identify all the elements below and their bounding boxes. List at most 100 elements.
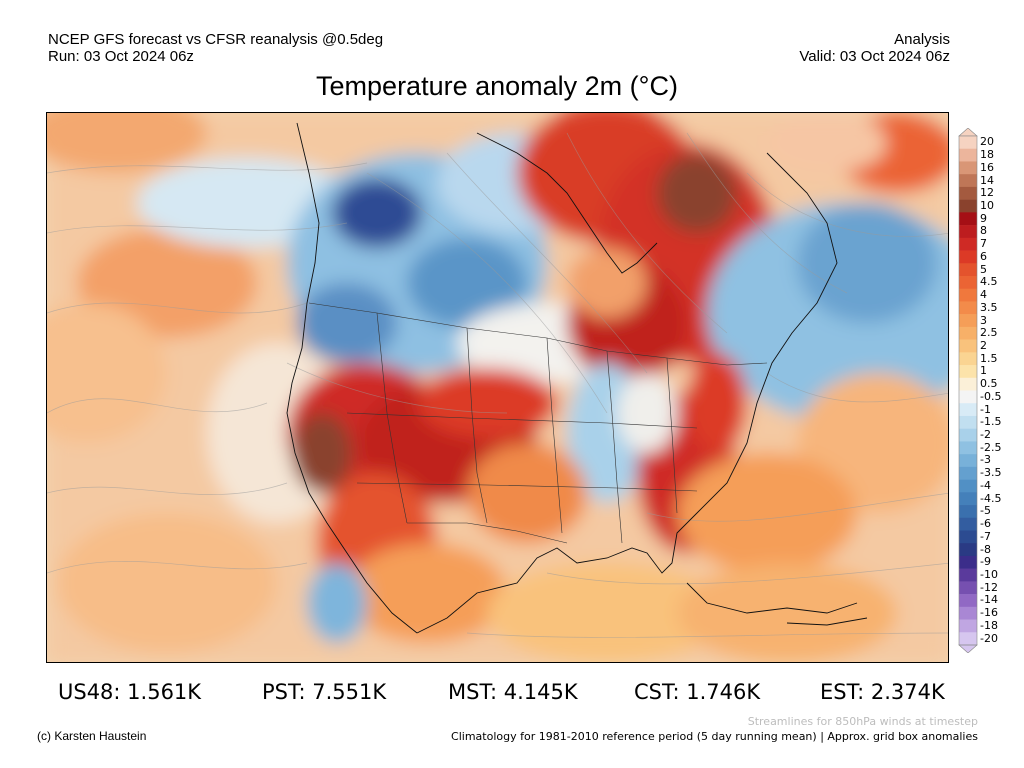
header-right: Analysis Valid: 03 Oct 2024 06z: [799, 31, 950, 65]
colorbar-swatch: [959, 263, 977, 277]
colorbar-label: 10: [980, 198, 994, 212]
analysis-label: Analysis: [894, 31, 950, 48]
colorbar-swatch: [959, 314, 977, 328]
coastlines: [286, 122, 868, 634]
colorbar-label: 4.5: [980, 275, 998, 289]
climatology-note: Climatology for 1981-2010 reference peri…: [451, 730, 978, 743]
colorbar-label: -5: [980, 504, 991, 518]
mst-stat: MST: 4.145K: [448, 680, 578, 704]
colorbar-swatch: [959, 326, 977, 340]
colorbar-label: -1: [980, 402, 991, 416]
colorbar-label: 14: [980, 173, 994, 187]
colorbar-label: 7: [980, 237, 987, 251]
streamlines-note: Streamlines for 850hPa winds at timestep: [747, 715, 978, 728]
colorbar-swatch: [959, 505, 977, 519]
colorbar-label: -2.5: [980, 440, 1002, 454]
colorbar-top-arrow: [958, 128, 978, 137]
colorbar-label: 12: [980, 186, 994, 200]
est-stat: EST: 2.374K: [820, 680, 945, 704]
colorbar-label: -0.5: [980, 389, 1002, 403]
us48-stat: US48: 1.561K: [58, 680, 202, 704]
colorbar-swatch: [959, 288, 977, 302]
colorbar-label: -16: [980, 606, 998, 620]
colorbar-label: -6: [980, 517, 991, 531]
colorbar-swatch: [959, 492, 977, 506]
colorbar-label: -7: [980, 529, 991, 543]
colorbar-swatch: [959, 466, 977, 480]
colorbar-swatch: [959, 199, 977, 213]
colorbar-label: -8: [980, 542, 991, 556]
colorbar-label: -10: [980, 568, 998, 581]
colorbar-swatch: [959, 275, 977, 289]
colorbar-swatch: [959, 339, 977, 353]
colorbar-label: 1: [980, 364, 987, 378]
colorbar-swatch: [959, 186, 977, 200]
colorbar-swatch: [959, 403, 977, 417]
model-description: NCEP GFS forecast vs CFSR reanalysis @0.…: [48, 31, 384, 48]
colorbar-swatch: [959, 174, 977, 188]
colorbar-swatch: [959, 530, 977, 544]
colorbar-swatch: [959, 568, 977, 582]
colorbar-bottom-arrow: [958, 644, 978, 653]
colorbar-swatch: [959, 632, 977, 646]
header-left: NCEP GFS forecast vs CFSR reanalysis @0.…: [48, 31, 383, 65]
colorbar-label: 4: [980, 288, 987, 302]
colorbar-label: -4: [980, 478, 991, 492]
colorbar-swatch: [959, 136, 977, 150]
run-time: Run: 03 Oct 2024 06z: [48, 48, 194, 65]
colorbar-swatch: [959, 555, 977, 569]
colorbar: 20 18 16 14 12 10 9 8 7 6 5 4.5 4 3.5 3 2.5 2 1.5 1 0.5 -0.5…: [958, 128, 1018, 653]
colorbar-label: -4.5: [980, 491, 1002, 505]
streamlines: [47, 132, 948, 638]
borders: [308, 302, 768, 544]
colorbar-swatch: [959, 428, 977, 442]
colorbar-label: 0.5: [980, 377, 998, 391]
colorbar-swatch: [959, 390, 977, 404]
colorbar-swatch: [959, 581, 977, 595]
colorbar-label: -3.5: [980, 466, 1002, 480]
colorbar-swatch: [959, 148, 977, 162]
colorbar-label: 1.5: [980, 351, 998, 365]
colorbar-swatch: [959, 594, 977, 608]
colorbar-swatch: [959, 377, 977, 391]
colorbar-swatch: [959, 619, 977, 633]
colorbar-label: 9: [980, 211, 987, 225]
colorbar-swatch: [959, 606, 977, 620]
colorbar-label: 2.5: [980, 326, 998, 340]
anomaly-map-graphic: [47, 113, 948, 662]
colorbar-swatch: [959, 543, 977, 557]
colorbar-label: -18: [980, 618, 998, 632]
colorbar-label: 3.5: [980, 300, 998, 314]
colorbar-swatch: [959, 365, 977, 379]
colorbar-label: -1.5: [980, 415, 1002, 429]
colorbar-swatch: [959, 441, 977, 455]
credit: (c) Karsten Haustein: [37, 729, 147, 743]
cst-stat: CST: 1.746K: [634, 680, 761, 704]
colorbar-label: 2: [980, 338, 987, 352]
colorbar-label: -3: [980, 453, 991, 467]
colorbar-swatch: [959, 454, 977, 468]
colorbar-swatch: [959, 517, 977, 531]
colorbar-swatch: [959, 479, 977, 493]
anomaly-map: [46, 112, 949, 663]
colorbar-swatch: [959, 161, 977, 175]
valid-time: Valid: 03 Oct 2024 06z: [799, 48, 950, 65]
colorbar-swatch: [959, 352, 977, 366]
colorbar-outline: [958, 135, 978, 646]
colorbar-label: 16: [980, 160, 994, 174]
colorbar-label: -2: [980, 428, 991, 442]
map-title: Temperature anomaly 2m (°C): [316, 71, 678, 101]
colorbar-label: -20: [980, 631, 998, 645]
colorbar-swatch: [959, 301, 977, 315]
colorbar-swatch: [959, 225, 977, 239]
colorbar-swatch: [959, 212, 977, 226]
colorbar-label: 6: [980, 249, 987, 263]
colorbar-label: 5: [980, 262, 987, 276]
colorbar-label: 8: [980, 224, 987, 238]
colorbar-label: 3: [980, 313, 987, 327]
colorbar-label: 20: [980, 135, 994, 149]
colorbar-label: 18: [980, 148, 994, 162]
colorbar-label: -12: [980, 580, 998, 594]
colorbar-label: -9: [980, 555, 991, 569]
anomaly-field: [47, 113, 948, 662]
